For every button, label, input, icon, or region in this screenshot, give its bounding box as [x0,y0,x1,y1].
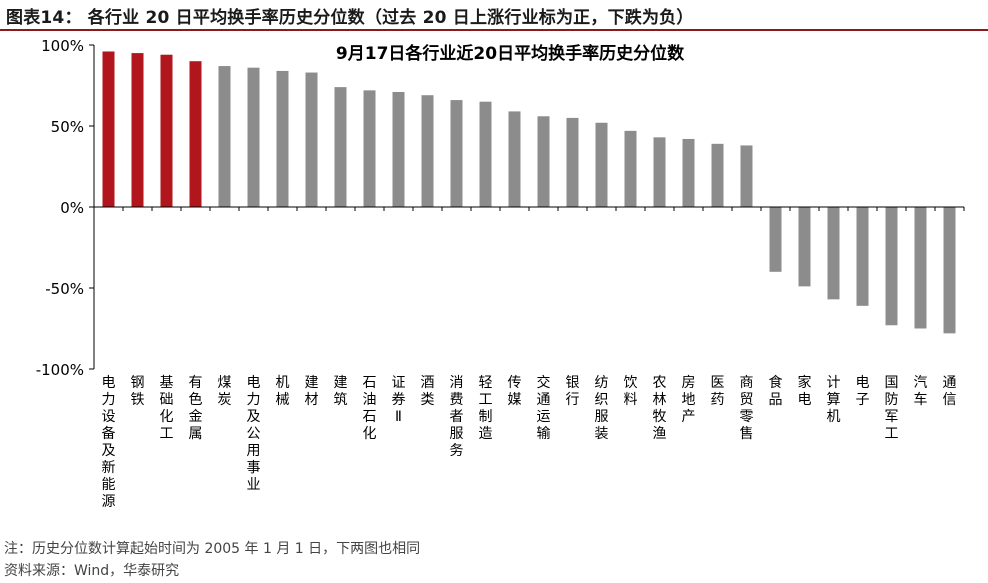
bar-series [93,51,965,334]
x-tick-label: 石油石化 [363,375,377,442]
figure-header: 图表14： 各行业 20 日平均换手率历史分位数（过去 20 日上涨行业标为正，… [0,0,988,31]
x-tick-label: 纺织服装 [595,375,609,442]
x-tick-label: 电力及公用事业 [247,375,261,493]
bar [885,207,898,326]
bar [798,207,811,287]
bar [653,137,666,207]
x-tick-label: 机械 [276,375,290,408]
x-tick-label: 证券 Ⅱ [392,375,406,425]
x-tick-label: 食品 [769,374,783,408]
bar-chart: -100% -50% 0% 50% 100% 电力设备及新能源 钢铁 基础化工 有色金属 煤炭电… [0,31,988,531]
bar [102,51,115,208]
bar [276,70,289,207]
x-tick-label: 通信 [943,375,957,408]
y-tick-label: 100% [41,37,84,55]
x-tick-label: 建筑 [334,375,348,408]
figure-title: 图表14： 各行业 20 日平均换手率历史分位数（过去 20 日上涨行业标为正，… [6,8,694,28]
bar [334,87,347,207]
bar [740,145,753,207]
bar [566,117,579,207]
x-tick-label: 煤炭 [218,375,232,408]
y-tick-label: -100% [36,361,84,379]
bar [943,207,956,334]
x-tick-label: 电子 [856,375,870,408]
bar [595,122,608,207]
x-tick-label: 国防军工 [885,375,899,442]
bar [682,138,695,207]
bar [131,53,144,207]
x-tick-label: 酒类 [421,375,435,408]
bar [189,61,202,208]
bar [769,207,782,272]
bar [392,91,405,207]
x-tick-label: 计算机 [827,375,841,425]
x-tick-label: 房地产 [682,375,696,425]
bar [450,100,463,207]
x-tick-label: 家电 [798,374,812,408]
x-tick-label: 饮料 [624,375,638,408]
bar [160,54,173,207]
x-tick-label: 农林牧渔 [653,375,667,442]
y-tick-label: 50% [51,118,84,136]
bar [624,130,637,207]
x-tick-label: 消费者服务 [450,375,464,459]
x-tick-label: 建材 [305,375,319,408]
x-tick-label: 有色金属 [189,375,203,442]
x-tick-label: 汽车 [914,375,928,408]
bar [218,66,231,207]
chart-title: 9月17日各行业近20日平均换手率历史分位数 [336,43,685,64]
chart-svg: -100%-50%0%50%100% 电力设备及新能源钢铁基础化工有色金属煤炭电… [36,37,965,510]
bar [827,207,840,300]
bar [537,116,550,207]
bar [914,207,927,329]
bar [711,143,724,207]
bar [247,67,260,208]
y-axis: -100% -50% 0% 50% 100% [36,37,95,379]
bar [479,101,492,207]
x-tick-label: 医药 [711,375,725,408]
y-tick-label: -50% [45,280,84,298]
x-tick-label: 轻工制造 [479,375,493,442]
x-tick-label: 商贸零售 [740,375,754,442]
bar [305,72,318,207]
header-rule [0,29,988,31]
y-tick-label: 0% [60,199,84,217]
bar [508,111,521,207]
x-tick-label: 银行 [566,375,580,408]
x-tick-label: 传媒 [508,375,522,408]
x-tick-label: 钢铁 [131,375,145,408]
bar [421,95,434,207]
x-tick-label: 基础化工 [160,374,174,442]
bar [363,90,376,207]
x-tick-label: 交通运输 [537,374,551,442]
x-tick-label: 电力设备及新能源 [102,375,116,510]
source-note: 资料来源：Wind，华泰研究 [4,563,180,579]
bar [856,207,869,306]
footnote: 注：历史分位数计算起始时间为 2005 年 1 月 1 日，下两图也相同 [4,541,421,557]
